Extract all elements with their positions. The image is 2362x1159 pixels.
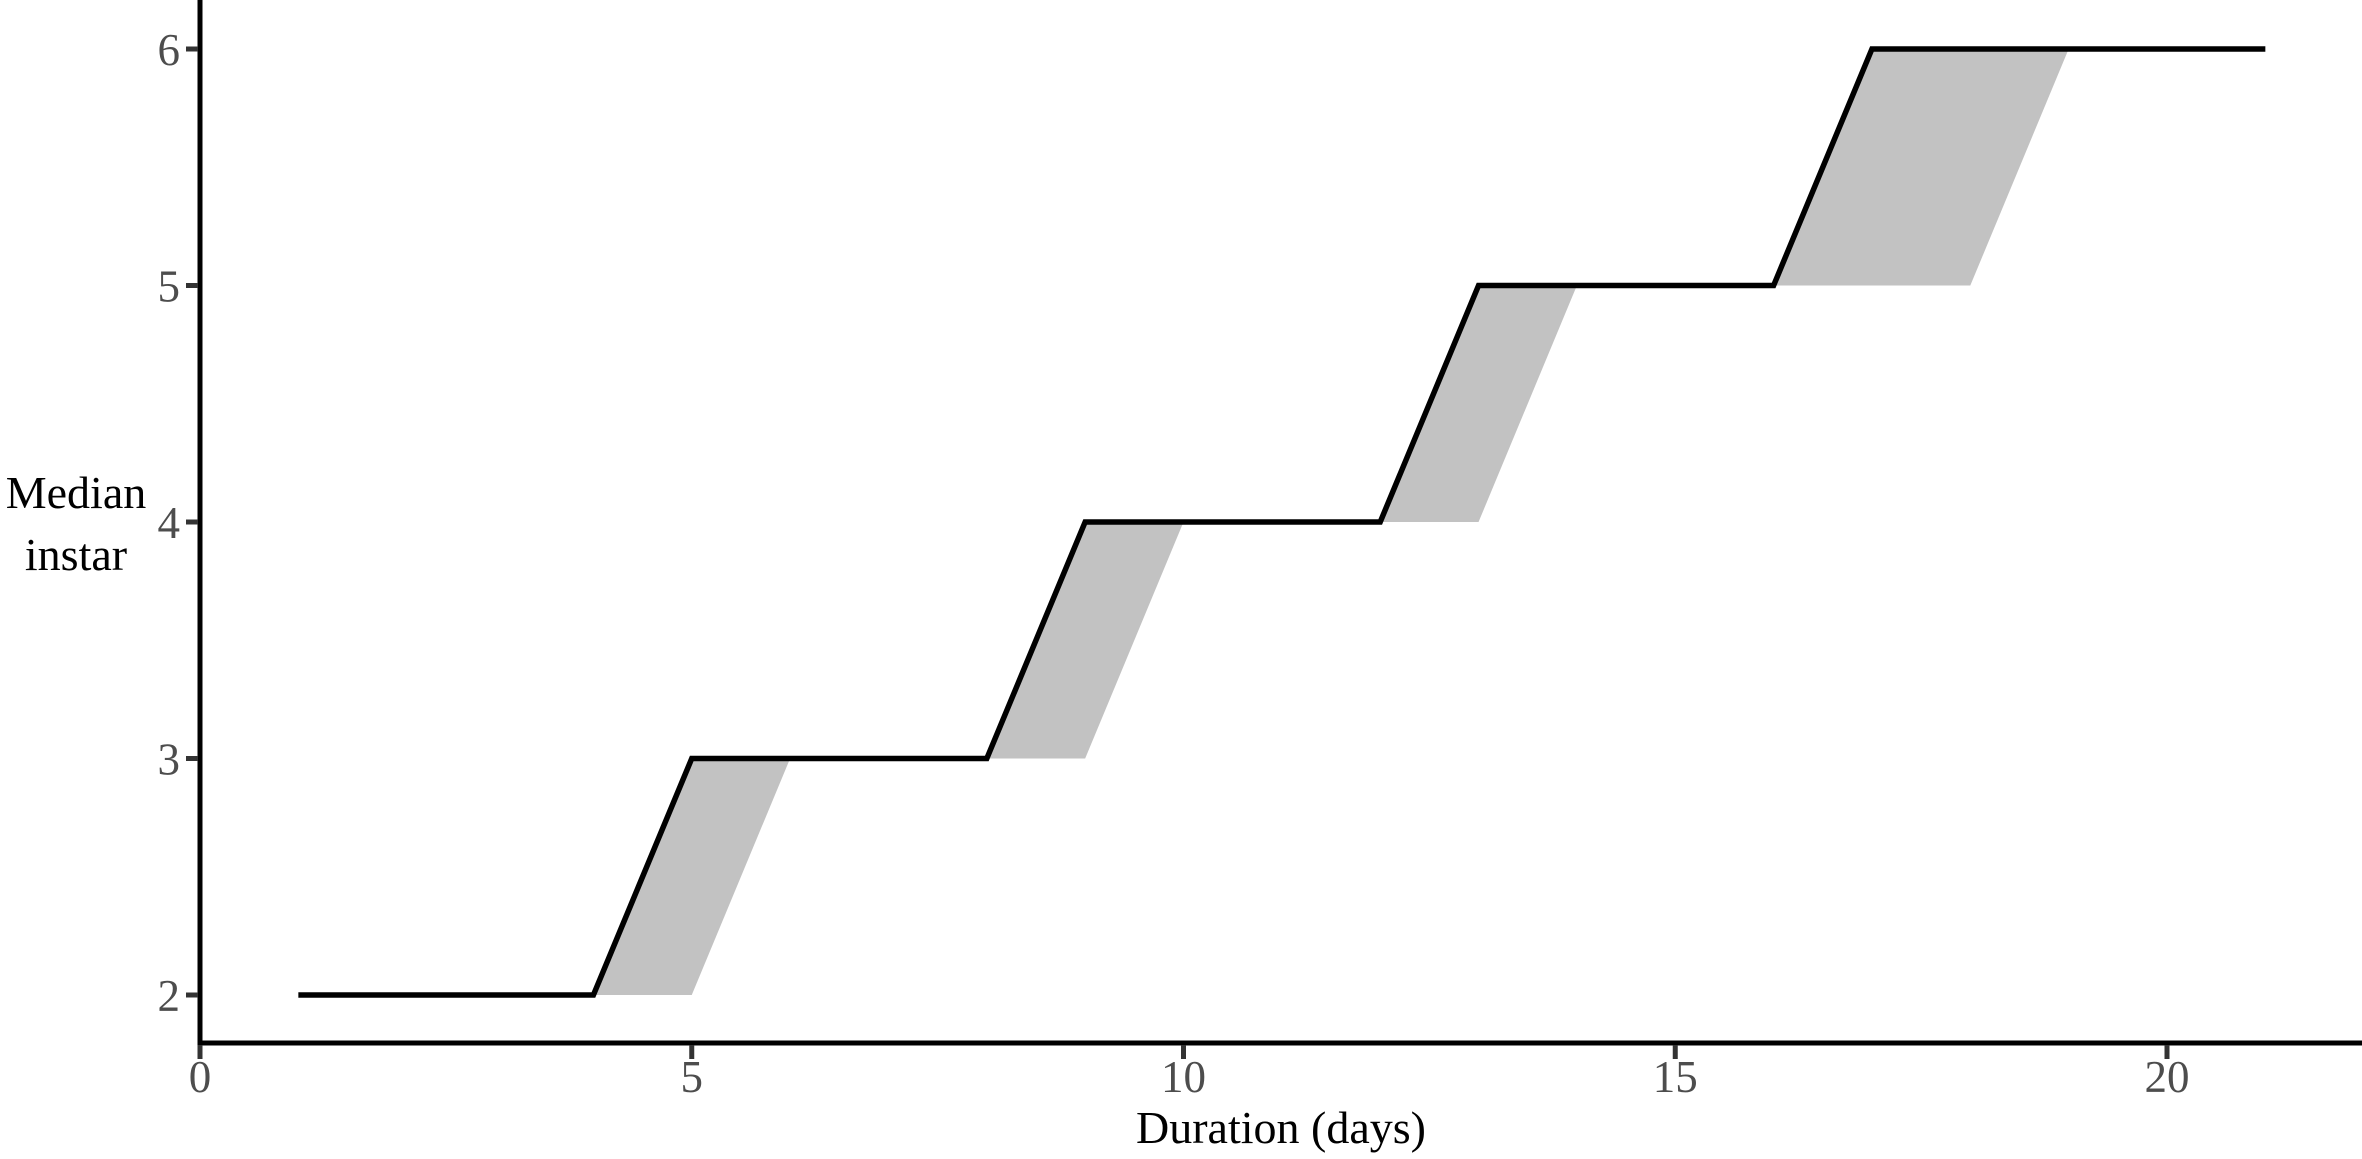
y-tick-label: 3	[158, 735, 181, 785]
x-tick-label: 15	[1653, 1052, 1698, 1102]
uncertainty-ribbon	[1773, 49, 2069, 286]
uncertainty-ribbon	[593, 758, 791, 995]
y-axis-title: Median instar	[6, 467, 147, 580]
x-tick-label: 0	[189, 1052, 212, 1102]
y-tick-label: 5	[158, 262, 181, 312]
y-tick-label: 6	[158, 25, 181, 75]
uncertainty-ribbon	[986, 522, 1184, 759]
y-axis-title-line: instar	[25, 529, 127, 580]
x-tick-label: 10	[1161, 1052, 1206, 1102]
uncertainty-ribbon	[1380, 285, 1577, 522]
x-tick-label: 5	[681, 1052, 704, 1102]
x-axis-title: Duration (days)	[1136, 1102, 1426, 1153]
median-step-line	[298, 46, 2266, 998]
y-tick-label: 2	[158, 971, 181, 1021]
y-tick-label: 4	[158, 498, 181, 548]
y-axis-title-line: Median	[6, 467, 147, 518]
x-tick-label: 20	[2145, 1052, 2190, 1102]
